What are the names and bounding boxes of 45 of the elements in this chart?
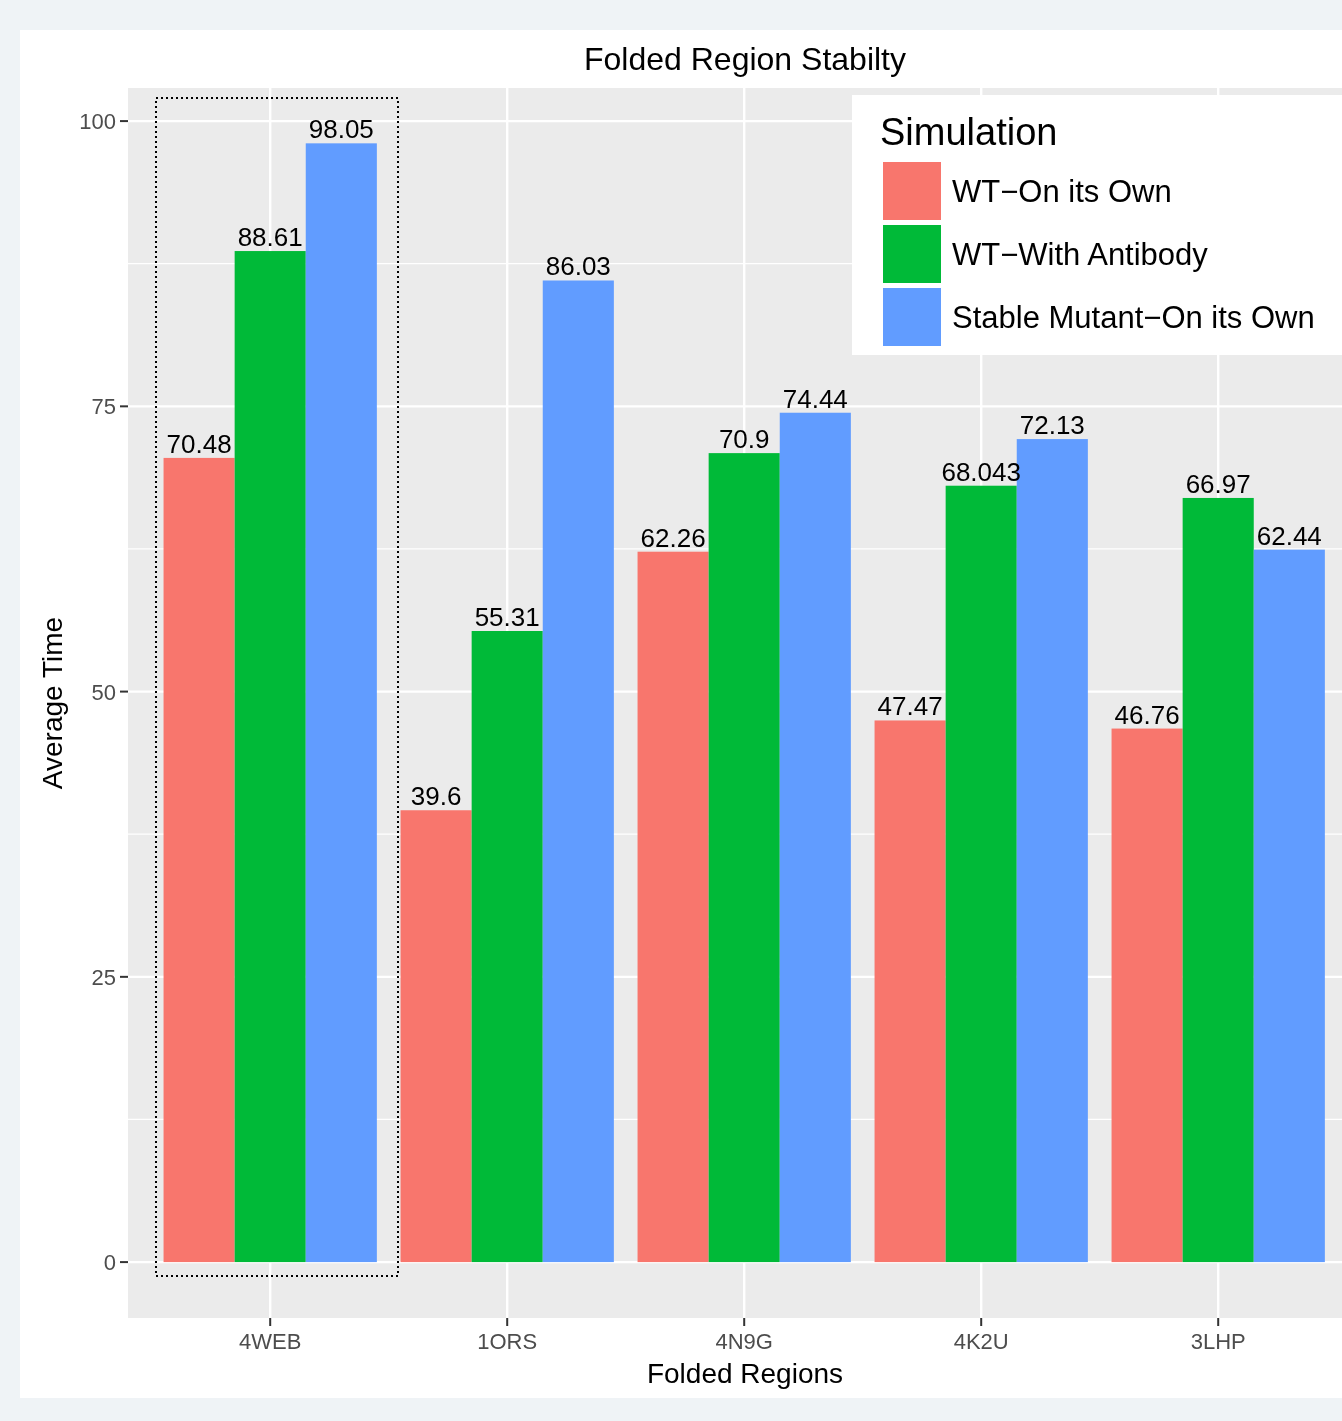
- legend-title: Simulation: [880, 111, 1058, 153]
- bar: [945, 485, 1017, 1263]
- data-label: 62.44: [1256, 520, 1322, 551]
- bar: [779, 412, 851, 1263]
- bar: [305, 143, 377, 1263]
- x-tick-label: 4K2U: [953, 1329, 1009, 1354]
- chart-title: Folded Region Stabilty: [584, 41, 906, 77]
- bar: [163, 457, 235, 1263]
- data-label: 74.44: [782, 383, 848, 414]
- x-tick-label: 4WEB: [239, 1329, 302, 1354]
- y-tick-label: 75: [91, 394, 116, 420]
- legend-label: WT−On its Own: [952, 174, 1172, 209]
- data-label: 62.26: [640, 522, 706, 553]
- data-label: 72.13: [1019, 410, 1085, 441]
- data-label: 86.03: [545, 251, 611, 282]
- y-tick-label: 100: [79, 109, 116, 135]
- legend-label: WT−With Antibody: [952, 237, 1209, 272]
- bar: [708, 453, 780, 1263]
- data-label: 88.61: [237, 222, 303, 253]
- data-label: 70.48: [166, 428, 232, 459]
- y-tick-label: 0: [103, 1250, 116, 1276]
- y-tick-label: 50: [91, 679, 116, 705]
- bar: [874, 720, 946, 1263]
- y-axis-title: Average Time: [37, 616, 68, 790]
- data-label: 39.6: [410, 781, 462, 812]
- bar: [1253, 549, 1325, 1263]
- bar: [1182, 497, 1254, 1263]
- data-label: 70.9: [718, 424, 770, 455]
- data-label: 66.97: [1185, 468, 1251, 499]
- y-tick-label: 25: [91, 964, 116, 990]
- legend-label: Stable Mutant−On its Own: [952, 300, 1315, 335]
- bar: [471, 631, 543, 1263]
- bar: [1111, 728, 1183, 1263]
- bar: [637, 551, 709, 1263]
- data-label: 55.31: [474, 602, 540, 632]
- x-tick-label: 3LHP: [1190, 1329, 1246, 1354]
- x-tick-label: 1ORS: [477, 1329, 538, 1354]
- bar: [542, 280, 614, 1263]
- data-label: 98.05: [308, 114, 374, 145]
- data-label: 46.76: [1114, 699, 1180, 730]
- data-label: 47.47: [877, 691, 943, 722]
- bar: [234, 251, 306, 1263]
- bar: [400, 810, 472, 1263]
- x-tick-label: 4N9G: [715, 1329, 773, 1354]
- x-axis-title: Folded Regions: [646, 1358, 844, 1389]
